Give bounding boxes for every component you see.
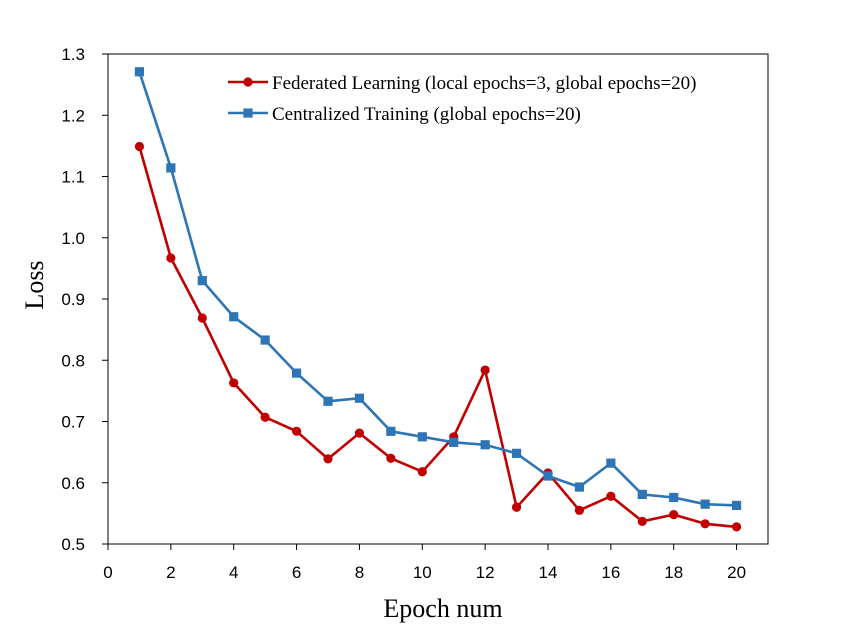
data-point bbox=[354, 393, 365, 403]
data-point bbox=[229, 378, 239, 388]
data-point bbox=[260, 412, 270, 422]
data-point bbox=[669, 509, 679, 520]
y-axis-title: Loss bbox=[20, 260, 49, 309]
data-point bbox=[574, 482, 585, 492]
data-point bbox=[637, 516, 647, 526]
data-point bbox=[606, 458, 616, 468]
data-point bbox=[134, 67, 145, 77]
data-point bbox=[449, 437, 459, 447]
y-tick-label: 1.0 bbox=[61, 229, 85, 248]
data-point bbox=[386, 453, 396, 463]
x-axis-title: Epoch num bbox=[383, 594, 502, 623]
data-point bbox=[323, 396, 333, 406]
data-point bbox=[511, 448, 522, 458]
plot-frame bbox=[107, 53, 769, 545]
y-tick-label: 0.7 bbox=[61, 413, 85, 432]
legend: Federated Learning (local epochs=3, glob… bbox=[228, 73, 697, 125]
data-point bbox=[417, 432, 427, 442]
data-point bbox=[637, 489, 647, 499]
data-point bbox=[511, 502, 522, 512]
y-tick-label: 1.2 bbox=[61, 106, 85, 125]
data-point bbox=[480, 365, 490, 375]
x-tick-label: 0 bbox=[103, 563, 112, 582]
legend-marker bbox=[243, 108, 253, 118]
data-point bbox=[166, 253, 176, 263]
data-point bbox=[731, 522, 742, 532]
data-point bbox=[291, 368, 302, 378]
series-layer bbox=[134, 67, 742, 532]
y-tick-label: 1.1 bbox=[61, 168, 85, 187]
series-2 bbox=[134, 67, 742, 511]
data-point bbox=[731, 500, 742, 511]
y-tick-label: 0.9 bbox=[61, 290, 85, 309]
axes-layer: 0 2 4 6 8 10 12 14 16 18 20 0.5 0.6 0.7 0.8 0.9 1.0 1.1 1.… bbox=[61, 45, 769, 582]
data-point bbox=[323, 454, 333, 464]
data-point bbox=[543, 471, 553, 481]
data-point bbox=[354, 428, 365, 438]
data-point bbox=[166, 163, 176, 173]
data-point bbox=[197, 276, 207, 286]
series-line bbox=[138, 146, 737, 529]
legend-item-1: Federated Learning (local epochs=3, glob… bbox=[228, 73, 697, 94]
series-1 bbox=[134, 141, 742, 532]
x-tick-label: 20 bbox=[727, 563, 746, 582]
series-line bbox=[138, 71, 737, 507]
data-point bbox=[134, 141, 145, 152]
x-tick-label: 12 bbox=[476, 563, 495, 582]
data-point bbox=[417, 467, 427, 477]
data-point bbox=[574, 505, 585, 515]
legend-item-2: Centralized Training (global epochs=20) bbox=[228, 104, 581, 125]
data-point bbox=[606, 491, 616, 501]
y-tick-label: 0.8 bbox=[61, 351, 85, 370]
data-point bbox=[229, 312, 239, 322]
x-tick-label: 2 bbox=[166, 563, 175, 582]
data-point bbox=[291, 426, 302, 436]
x-tick-label: 6 bbox=[292, 563, 301, 582]
y-tick-label: 0.5 bbox=[61, 535, 85, 554]
data-point bbox=[480, 440, 490, 450]
legend-marker bbox=[243, 77, 253, 87]
x-tick-label: 8 bbox=[355, 563, 364, 582]
legend-label: Centralized Training (global epochs=20) bbox=[272, 104, 581, 125]
x-tick-label: 14 bbox=[539, 563, 558, 582]
x-tick-label: 18 bbox=[664, 563, 683, 582]
data-point bbox=[669, 492, 679, 503]
data-point bbox=[700, 499, 710, 509]
x-tick-label: 4 bbox=[229, 563, 238, 582]
y-tick-label: 1.3 bbox=[61, 45, 85, 64]
data-point bbox=[386, 426, 396, 436]
y-tick-label: 0.6 bbox=[61, 474, 85, 493]
legend-label: Federated Learning (local epochs=3, glob… bbox=[272, 73, 697, 94]
x-tick-label: 10 bbox=[413, 563, 432, 582]
data-point bbox=[260, 335, 270, 345]
data-point bbox=[197, 313, 207, 323]
x-tick-label: 16 bbox=[601, 563, 620, 582]
data-point bbox=[700, 519, 710, 529]
